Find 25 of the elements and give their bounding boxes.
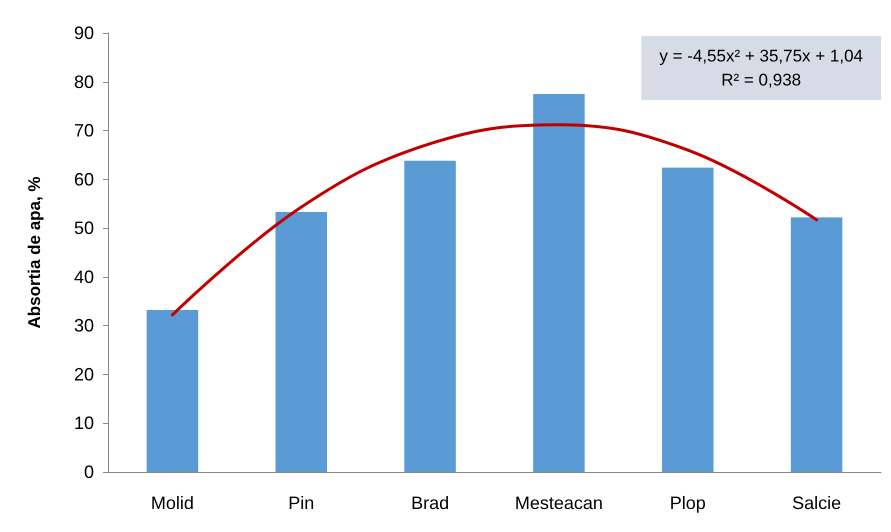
x-tick-label: Brad (411, 493, 450, 513)
y-tick-label: 70 (74, 120, 94, 141)
y-tick-label: 80 (74, 72, 94, 92)
x-tick-label: Pin (288, 493, 314, 513)
bar (662, 168, 714, 472)
y-axis-title: Absortia de apa, % (25, 176, 44, 329)
y-tick-label: 50 (74, 218, 94, 238)
y-tick-label: 20 (74, 364, 94, 384)
bar (146, 310, 198, 472)
x-tick-label: Mesteacan (514, 493, 603, 513)
y-tick-label: 60 (74, 169, 94, 190)
y-tick-label: 90 (74, 23, 94, 43)
x-tick-label: Molid (150, 493, 194, 513)
bar (404, 160, 456, 472)
y-tick-label: 40 (74, 266, 94, 287)
x-tick-label: Plop (670, 493, 706, 513)
x-tick-label: Salcie (792, 493, 842, 513)
line-series (170, 123, 818, 316)
bar (533, 94, 585, 472)
annotation: y = -4,55x² + 35,75x + 1,04 R² = 0,938 (659, 46, 864, 90)
y-tick-label: 10 (74, 413, 94, 434)
y-tick-label: 30 (74, 316, 94, 336)
y-tick-label: 0 (84, 462, 94, 482)
bar (275, 212, 328, 472)
bar (790, 217, 842, 472)
